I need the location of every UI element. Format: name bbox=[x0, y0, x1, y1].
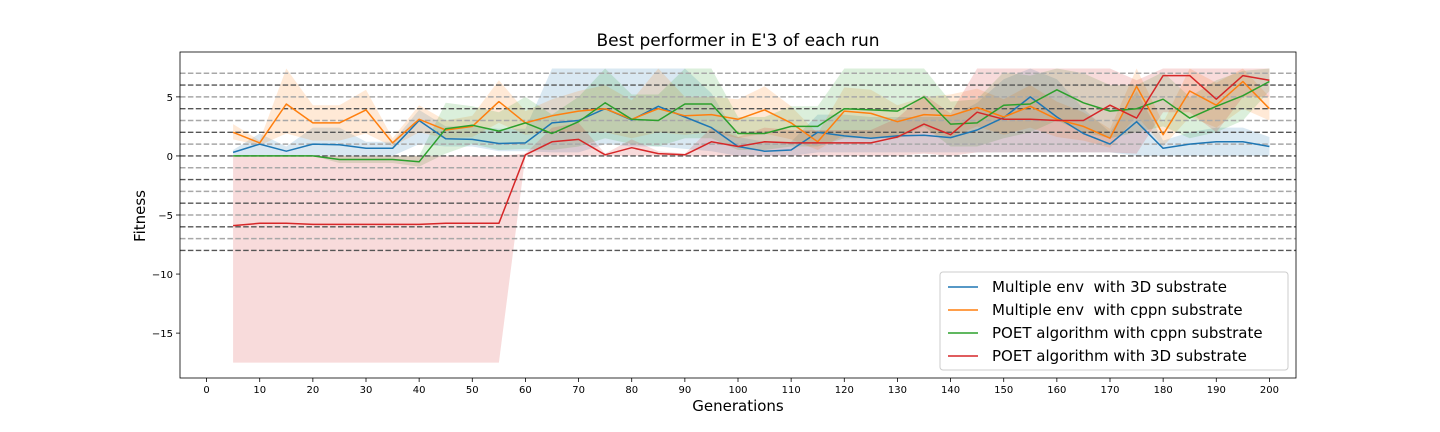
legend-label-3: POET algorithm with cppn substrate bbox=[992, 324, 1263, 342]
x-tick-label: 190 bbox=[1207, 385, 1226, 396]
x-tick-label: 200 bbox=[1260, 385, 1279, 396]
x-tick-label: 150 bbox=[994, 385, 1013, 396]
x-tick-label: 70 bbox=[572, 385, 585, 396]
x-tick-label: 120 bbox=[835, 385, 854, 396]
x-tick-label: 160 bbox=[1047, 385, 1066, 396]
series-band-4 bbox=[233, 68, 1270, 363]
x-tick-label: 40 bbox=[413, 385, 426, 396]
series-line-2 bbox=[232, 80, 1270, 144]
x-tick-label: 10 bbox=[253, 385, 266, 396]
legend-box bbox=[939, 271, 1289, 371]
y-tick-label: 5 bbox=[167, 93, 173, 104]
series-line-3 bbox=[233, 80, 1270, 163]
x-tick-label: 60 bbox=[519, 385, 532, 396]
x-tick-label: 100 bbox=[728, 385, 747, 396]
legend-label-2: Multiple env with cppn substrate bbox=[992, 301, 1243, 319]
x-tick-label: 180 bbox=[1154, 385, 1173, 396]
x-tick-label: 170 bbox=[1100, 385, 1119, 396]
y-tick-label: −10 bbox=[152, 270, 173, 281]
series-line-1 bbox=[232, 96, 1270, 154]
x-tick-label: 0 bbox=[203, 385, 209, 396]
series-line-4 bbox=[233, 74, 1270, 227]
x-tick-label: 80 bbox=[625, 385, 638, 396]
legend: Multiple env with 3D substrate Multiple e… bbox=[939, 271, 1289, 371]
y-axis-label: Fitness bbox=[131, 190, 149, 242]
x-tick-label: 140 bbox=[941, 385, 960, 396]
x-tick-label: 130 bbox=[888, 385, 907, 396]
y-tick-label: −15 bbox=[152, 329, 173, 340]
x-axis-label: Generations bbox=[692, 397, 784, 415]
x-tick-label: 90 bbox=[678, 385, 691, 396]
series-band-1 bbox=[233, 68, 1270, 157]
x-tick-label: 110 bbox=[782, 385, 801, 396]
plot-area: 0 10 20 30 40 50 60 70 80 90 100 110 120 130 140 150 160… bbox=[152, 51, 1297, 396]
legend-label-1: Multiple env with 3D substrate bbox=[992, 278, 1227, 296]
y-tick-label: −5 bbox=[158, 211, 173, 222]
x-tick-label: 30 bbox=[360, 385, 373, 396]
x-tick-label: 20 bbox=[306, 385, 319, 396]
y-tick-label: 0 bbox=[167, 152, 173, 163]
legend-label-4: POET algorithm with 3D substrate bbox=[992, 347, 1247, 365]
x-tick-label: 50 bbox=[466, 385, 479, 396]
chart-title: Best performer in E'3 of each run bbox=[596, 31, 879, 51]
